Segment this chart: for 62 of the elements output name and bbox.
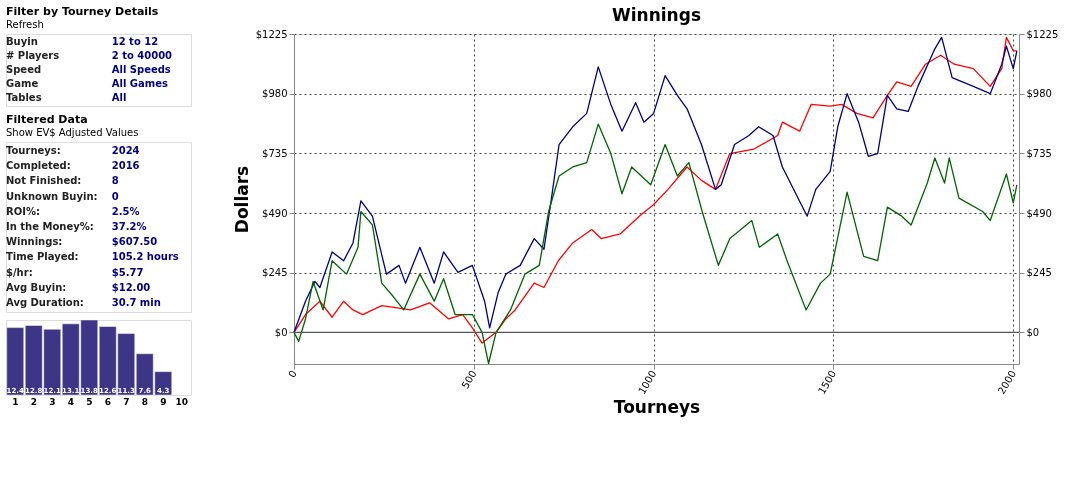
y-tick-label: $490 — [262, 207, 288, 219]
x-tick-label: 7 — [123, 396, 130, 407]
y2-tick-label: $0 — [1026, 326, 1040, 338]
chart-title: Winnings — [611, 5, 702, 25]
text: Filter by Tourney Details — [6, 5, 159, 18]
text: Tourneys: — [6, 145, 61, 157]
y2-tick-label: $1225 — [1026, 28, 1059, 40]
text: Filtered Data — [6, 113, 88, 126]
text: 12 to 12 — [111, 36, 159, 48]
text: Game — [6, 77, 39, 89]
x-tick-label: 0 — [286, 368, 299, 380]
y-tick-label: $0 — [274, 326, 288, 338]
y-tick-label: $735 — [262, 147, 288, 159]
text: $12.00 — [111, 281, 151, 293]
text: $607.50 — [111, 236, 158, 248]
text: # Players — [6, 50, 60, 62]
y-tick-label: $980 — [262, 88, 288, 100]
text: In the Money%: — [6, 221, 94, 232]
text: 105.2 hours — [111, 251, 179, 263]
x-tick-label: 9 — [160, 396, 167, 407]
y2-tick-label: $735 — [1026, 147, 1052, 159]
text: 2.5% — [111, 205, 140, 217]
text: $5.77 — [111, 266, 144, 278]
text: Buyin — [6, 36, 38, 48]
y2-tick-label: $980 — [1026, 88, 1052, 100]
y2-tick-label: $245 — [1026, 267, 1052, 279]
text: Speed — [6, 64, 42, 75]
text: Tables — [6, 91, 42, 103]
x-tick-label: 5 — [86, 396, 93, 407]
text: Completed: — [6, 160, 71, 172]
text: All Games — [111, 77, 168, 89]
x-tick-label: 8 — [141, 396, 148, 407]
y2-tick-label: $490 — [1026, 207, 1052, 219]
x-tick-label: 10 — [175, 396, 189, 407]
text: Avg Duration: — [6, 296, 84, 308]
x-tick-label: 1 — [12, 396, 19, 407]
text: 2 to 40000 — [111, 50, 173, 62]
y-tick-label: $245 — [262, 267, 288, 279]
text: Refresh — [6, 19, 44, 30]
text: $/hr: — [6, 266, 33, 278]
text: 2016 — [111, 160, 140, 172]
text: Unknown Buyin: — [6, 190, 98, 202]
text: 37.2% — [111, 221, 147, 232]
text: Winnings: — [6, 236, 63, 248]
text: Time Played: — [6, 251, 79, 263]
text: 8 — [111, 175, 119, 187]
y-axis-title: Dollars — [231, 165, 252, 234]
x-tick-label: 4 — [67, 396, 74, 407]
text: ROI%: — [6, 205, 40, 217]
text: All Speeds — [111, 64, 171, 75]
text: Avg Buyin: — [6, 281, 67, 293]
x-tick-label: 6 — [104, 396, 111, 407]
text: Show EV$ Adjusted Values — [6, 127, 139, 138]
x-tick-label: 3 — [49, 396, 56, 407]
text: Not Finished: — [6, 175, 82, 187]
x-tick-label: 2 — [30, 396, 37, 407]
text: 2024 — [111, 145, 140, 157]
x-axis-title: Tourneys — [613, 397, 701, 418]
text: 0 — [111, 190, 119, 202]
text: All — [111, 91, 127, 103]
text: 30.7 min — [111, 296, 161, 308]
y-tick-label: $1225 — [255, 28, 288, 40]
